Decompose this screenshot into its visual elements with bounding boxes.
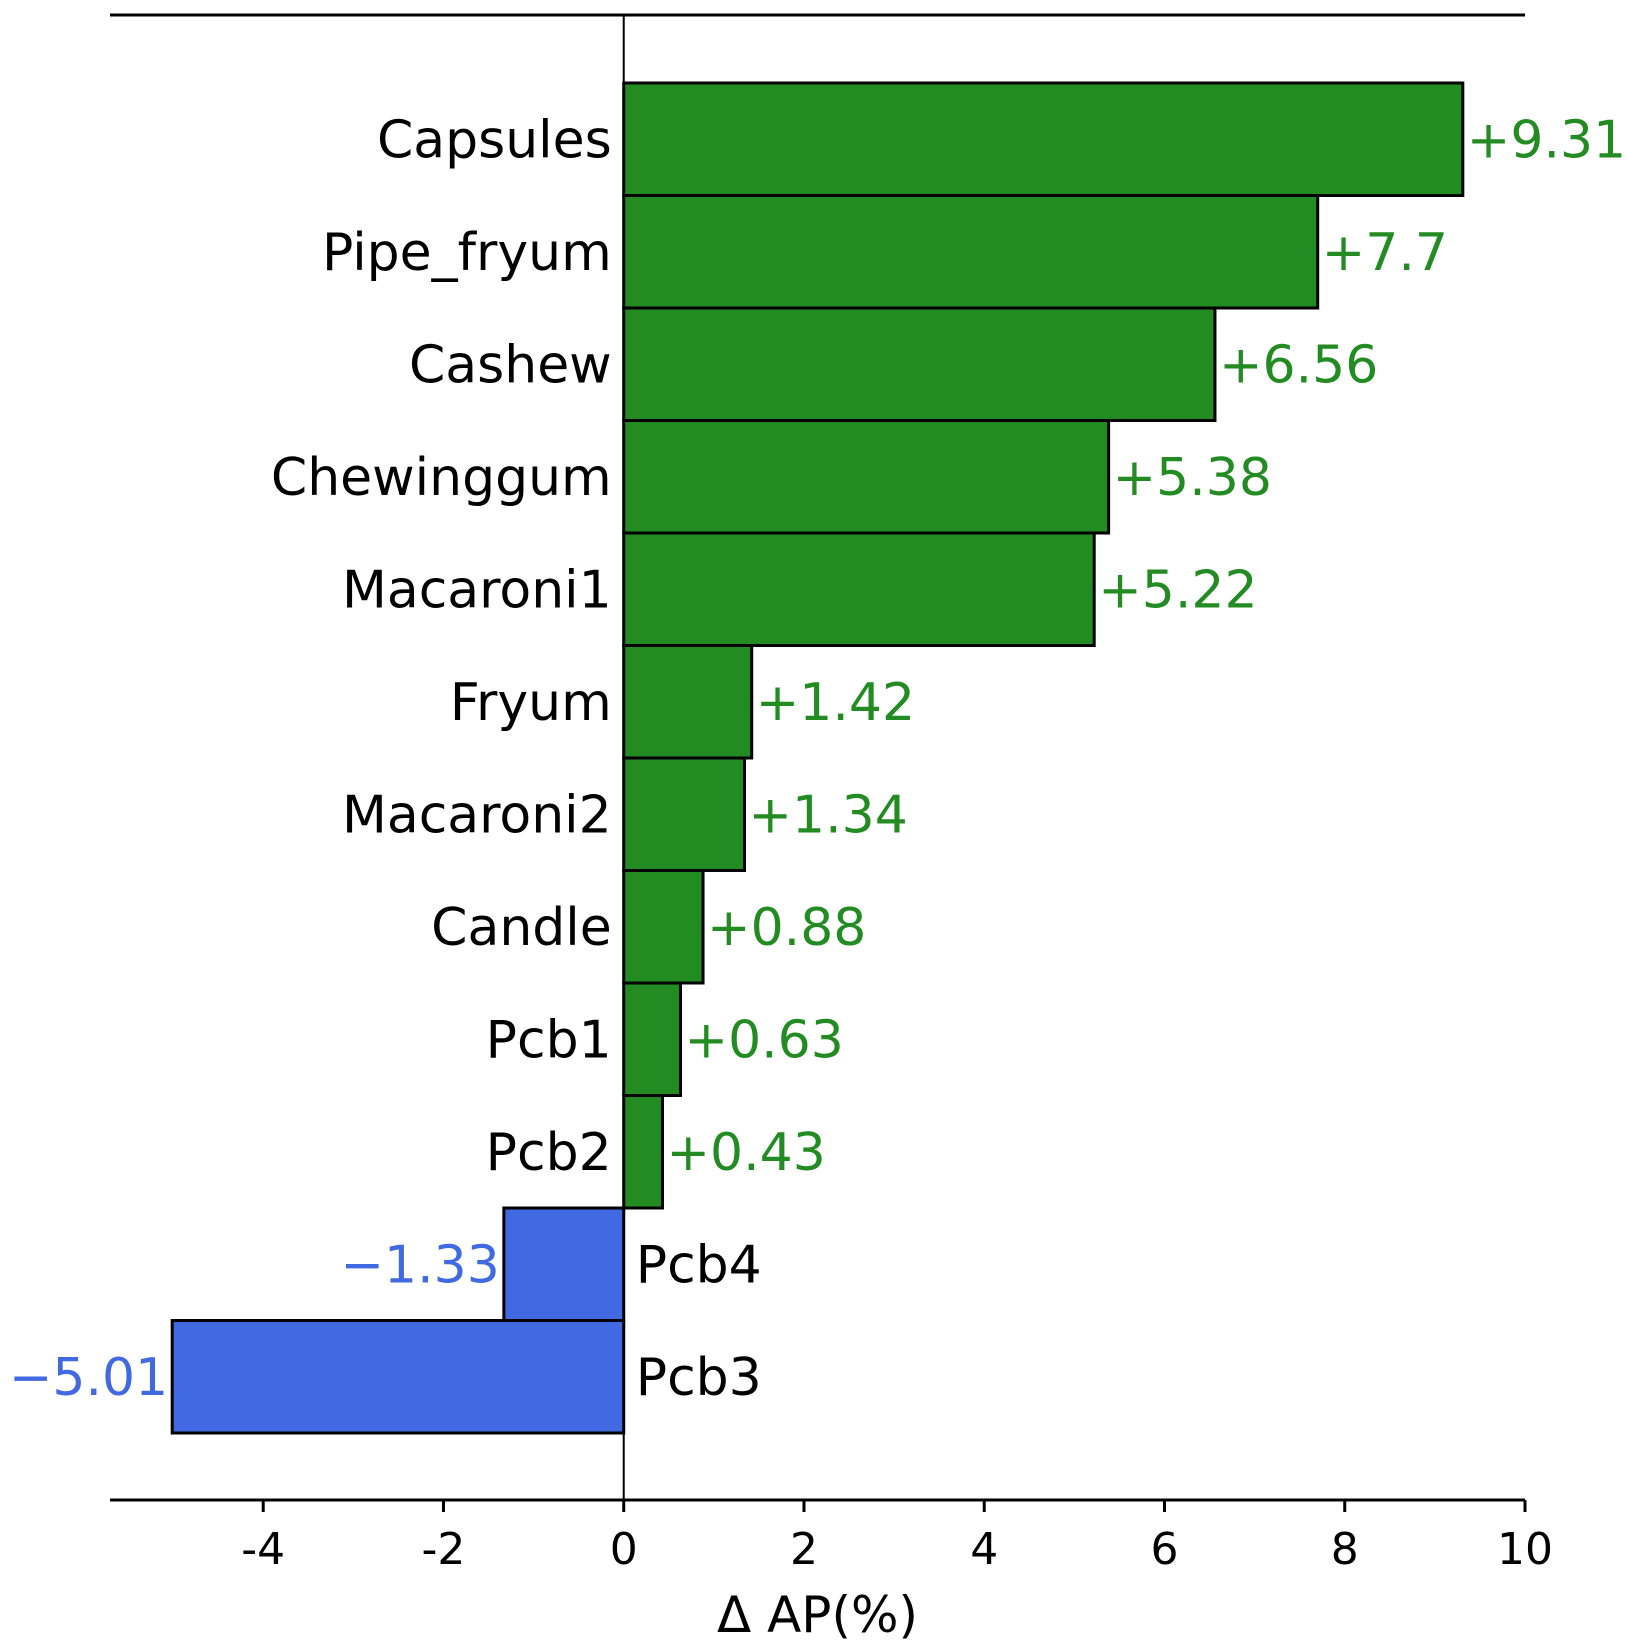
value-label: +5.22 xyxy=(1098,560,1257,620)
value-label: +0.88 xyxy=(707,898,866,958)
value-label: −5.01 xyxy=(9,1348,168,1408)
category-label: Macaroni1 xyxy=(342,560,612,620)
bar-macaroni2 xyxy=(624,758,745,871)
value-label: +0.43 xyxy=(666,1123,825,1183)
bar-fryum xyxy=(624,646,752,759)
value-label: +6.56 xyxy=(1219,335,1378,395)
bar-candle xyxy=(624,871,703,984)
value-label: +9.31 xyxy=(1467,110,1626,170)
bar-pcb1 xyxy=(624,983,681,1096)
x-tick-label: 2 xyxy=(790,1524,818,1575)
x-tick-label: -2 xyxy=(422,1524,466,1575)
category-label: Candle xyxy=(431,898,612,958)
bar-pcb2 xyxy=(624,1096,663,1209)
category-label: Capsules xyxy=(377,110,612,170)
category-label: Macaroni2 xyxy=(342,785,612,845)
category-label: Fryum xyxy=(450,673,612,733)
value-label: +1.42 xyxy=(756,673,915,733)
bar-pipe-fryum xyxy=(624,196,1318,309)
value-label: +1.34 xyxy=(748,785,907,845)
category-label: Cashew xyxy=(409,335,612,395)
category-label: Pipe_fryum xyxy=(322,223,612,283)
x-tick-label: 4 xyxy=(970,1524,998,1575)
value-label: +5.38 xyxy=(1113,448,1272,508)
bar-capsules xyxy=(624,83,1463,196)
x-tick-label: 6 xyxy=(1150,1524,1178,1575)
bar-pcb4 xyxy=(504,1208,624,1321)
value-label: +7.7 xyxy=(1322,223,1448,283)
bars-group xyxy=(172,83,1463,1433)
x-tick-label: 8 xyxy=(1331,1524,1359,1575)
x-tick-label: -4 xyxy=(241,1524,285,1575)
x-tick-label: 0 xyxy=(610,1524,638,1575)
category-label: Chewinggum xyxy=(271,448,612,508)
category-label: Pcb3 xyxy=(636,1348,762,1408)
bar-macaroni1 xyxy=(624,533,1094,646)
value-label: −1.33 xyxy=(340,1235,499,1295)
bar-cashew xyxy=(624,308,1215,421)
category-label: Pcb2 xyxy=(486,1123,612,1183)
x-tick-label: 10 xyxy=(1497,1524,1553,1575)
x-axis-title: Δ AP(%) xyxy=(717,1586,918,1644)
category-label: Pcb1 xyxy=(486,1010,612,1070)
bar-pcb3 xyxy=(172,1321,624,1434)
bar-chewinggum xyxy=(624,421,1109,534)
value-label: +0.63 xyxy=(685,1010,844,1070)
category-label: Pcb4 xyxy=(636,1235,762,1295)
